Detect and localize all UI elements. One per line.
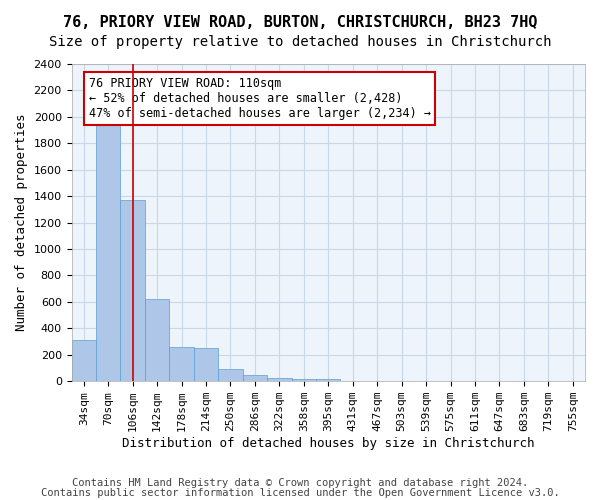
Text: 76 PRIORY VIEW ROAD: 110sqm
← 52% of detached houses are smaller (2,428)
47% of : 76 PRIORY VIEW ROAD: 110sqm ← 52% of det… (89, 77, 431, 120)
Bar (71, 340, 96, 381)
Text: Size of property relative to detached houses in Christchurch: Size of property relative to detached ho… (49, 35, 551, 49)
Bar (218, 370, 242, 381)
Bar (316, 379, 340, 381)
X-axis label: Distribution of detached houses by size in Christchurch: Distribution of detached houses by size … (122, 437, 535, 450)
Y-axis label: Number of detached properties: Number of detached properties (15, 114, 28, 332)
Bar (96, 125, 121, 381)
Bar (340, 380, 365, 381)
Text: Contains HM Land Registry data © Crown copyright and database right 2024.: Contains HM Land Registry data © Crown c… (72, 478, 528, 488)
Bar (194, 348, 218, 381)
Bar (242, 376, 267, 381)
Text: 76, PRIORY VIEW ROAD, BURTON, CHRISTCHURCH, BH23 7HQ: 76, PRIORY VIEW ROAD, BURTON, CHRISTCHUR… (63, 15, 537, 30)
Bar (145, 298, 169, 381)
Bar (292, 378, 316, 381)
Bar (121, 200, 145, 381)
Text: Contains public sector information licensed under the Open Government Licence v3: Contains public sector information licen… (41, 488, 559, 498)
Bar (169, 347, 194, 381)
Bar (267, 378, 292, 381)
